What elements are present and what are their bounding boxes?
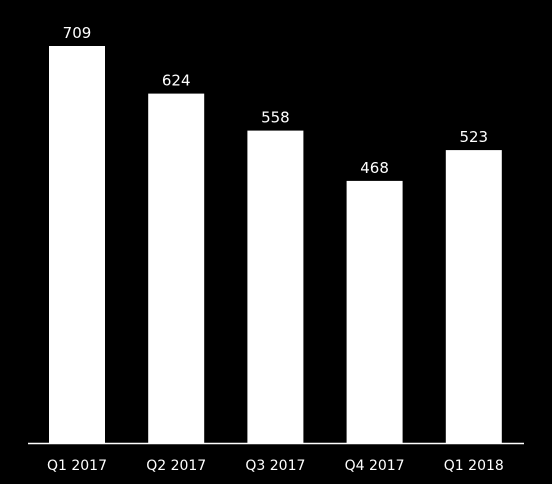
bar-q1-2018 <box>445 150 502 443</box>
bars-group <box>49 46 502 443</box>
data-label: 709 <box>63 24 92 42</box>
bar-q2-2017 <box>148 93 205 443</box>
x-tick-labels-group: Q1 2017 Q2 2017 Q3 2017 Q4 2017 Q1 2018 <box>47 458 504 474</box>
data-labels-group: 709 624 558 468 523 <box>63 24 488 177</box>
x-tick-label: Q4 2017 <box>345 458 405 474</box>
bar-q4-2017 <box>346 180 403 443</box>
bar-q3-2017 <box>247 130 304 443</box>
x-tick-label: Q2 2017 <box>146 458 206 474</box>
x-tick-label: Q1 2017 <box>47 458 107 474</box>
data-label: 558 <box>261 109 290 127</box>
data-label: 624 <box>162 72 191 90</box>
x-tick-label: Q1 2018 <box>444 458 504 474</box>
x-tick-label: Q3 2017 <box>245 458 305 474</box>
data-label: 523 <box>459 128 488 146</box>
data-label: 468 <box>360 159 389 177</box>
bar-q1-2017 <box>49 46 105 443</box>
